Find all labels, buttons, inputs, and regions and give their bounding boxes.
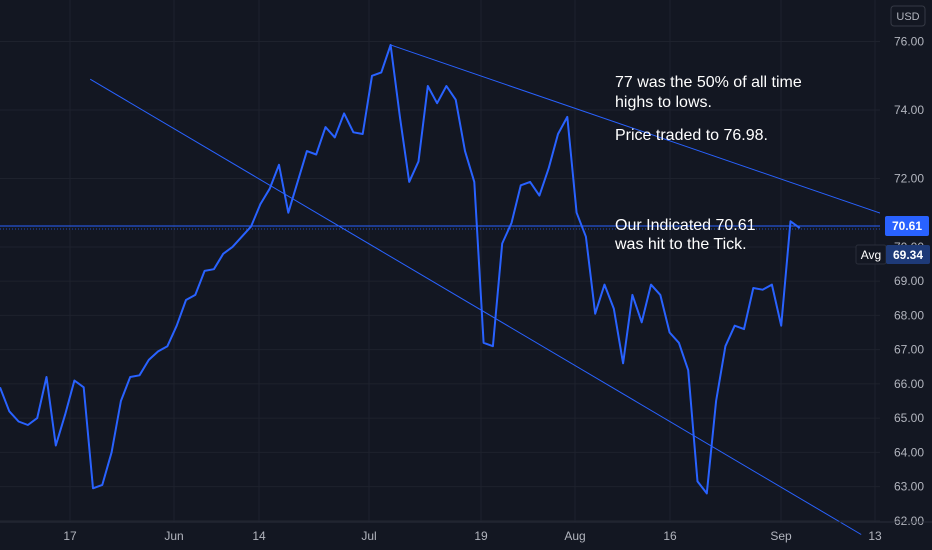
x-tick-label: Jul bbox=[361, 529, 376, 543]
x-tick-label: Aug bbox=[564, 529, 585, 543]
annotation-line-5: was hit to the Tick. bbox=[614, 236, 747, 253]
y-axis-background bbox=[880, 0, 932, 550]
trendlines bbox=[89, 44, 920, 535]
y-tick-label: 69.00 bbox=[894, 274, 924, 288]
average-label: Avg bbox=[861, 248, 881, 262]
y-tick-label: 63.00 bbox=[894, 480, 924, 494]
price-series-line bbox=[0, 44, 801, 495]
x-tick-label: 16 bbox=[663, 529, 677, 543]
average-price-tag: Avg 69.34 bbox=[855, 244, 930, 265]
y-axis[interactable]: 62.00 63.00 64.00 65.00 66.00 67.00 68.00 69.00… bbox=[880, 0, 932, 550]
x-tick-label: 14 bbox=[252, 529, 266, 543]
y-tick-label: 66.00 bbox=[894, 377, 924, 391]
annotation-price-traded: Price traded to 76.98. bbox=[615, 127, 768, 144]
x-tick-label: 19 bbox=[474, 529, 488, 543]
annotation-fifty-percent: 77 was the 50% of all time highs to lows… bbox=[615, 74, 802, 111]
y-tick-label: 76.00 bbox=[894, 35, 924, 49]
annotation-line-4: Our Indicated 70.61 bbox=[615, 217, 756, 234]
y-tick-label: 68.00 bbox=[894, 308, 924, 322]
grid-lines bbox=[0, 0, 880, 522]
y-tick-label: 65.00 bbox=[894, 411, 924, 425]
price-tag-value: 70.61 bbox=[892, 219, 922, 233]
x-tick-label: Jun bbox=[164, 529, 183, 543]
y-tick-label: 74.00 bbox=[894, 103, 924, 117]
annotation-line-3: Price traded to 76.98. bbox=[615, 127, 768, 144]
average-value: 69.34 bbox=[893, 248, 923, 262]
y-tick-label: 64.00 bbox=[894, 445, 924, 459]
y-tick-label: 67.00 bbox=[894, 343, 924, 357]
x-axis[interactable]: 17 Jun 14 Jul 19 Aug 16 Sep 13 bbox=[0, 521, 932, 543]
indicated-level-price-tag: 70.61 bbox=[885, 216, 929, 237]
y-tick-label: 62.00 bbox=[894, 514, 924, 528]
annotation-line-1: 77 was the 50% of all time bbox=[615, 74, 802, 91]
currency-label: USD bbox=[896, 11, 919, 23]
series-points bbox=[0, 44, 800, 494]
trendline bbox=[390, 44, 920, 227]
currency-button[interactable]: USD bbox=[890, 5, 926, 27]
annotation-indicated-hit: Our Indicated 70.61 was hit to the Tick. bbox=[614, 217, 756, 253]
trendline bbox=[89, 78, 862, 535]
x-tick-label: Sep bbox=[770, 529, 792, 543]
x-tick-label: 13 bbox=[868, 529, 882, 543]
y-tick-label: 72.00 bbox=[894, 171, 924, 185]
annotation-line-2: highs to lows. bbox=[615, 94, 712, 111]
x-tick-label: 17 bbox=[63, 529, 77, 543]
